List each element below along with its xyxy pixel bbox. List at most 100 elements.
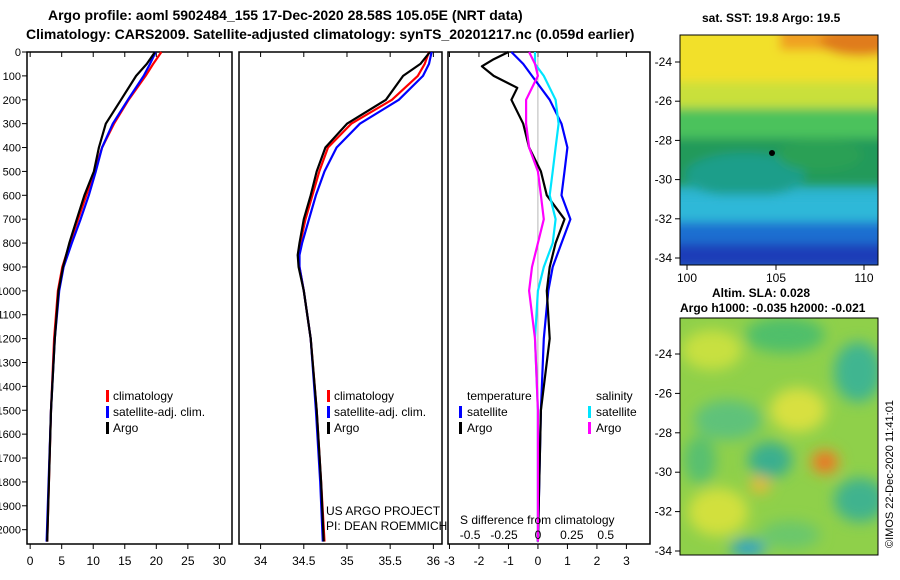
sla-y-tick-label: -28 bbox=[655, 426, 673, 440]
sst-title: sat. SST: 19.8 Argo: 19.5 bbox=[702, 11, 841, 25]
sst-y-tick-label: -30 bbox=[655, 173, 673, 187]
x-tick-label: 1 bbox=[564, 554, 571, 568]
salinity-panel-frame bbox=[238, 51, 443, 545]
sst-x-tick-label: 105 bbox=[766, 271, 786, 285]
x-tick-label: 35 bbox=[340, 554, 354, 568]
depth-tick-label: 1300 bbox=[0, 357, 21, 369]
pi-label: PI: DEAN ROEMMICH bbox=[326, 519, 447, 533]
series-line-salinity-satellite bbox=[533, 52, 560, 542]
x-tick-label: 36 bbox=[427, 554, 441, 568]
sst-axis-ticks: 100 105 110 -24 -26 -28 -30 -32 -34 bbox=[655, 55, 874, 285]
project-label: US ARGO PROJECT bbox=[326, 504, 441, 518]
x-tick-label: -3 bbox=[444, 554, 455, 568]
x-tick-label: 2 bbox=[594, 554, 601, 568]
legend-swatch-sal-satellite bbox=[588, 406, 591, 418]
sst-y-tick-label: -28 bbox=[655, 133, 673, 147]
depth-tick-label: 600 bbox=[3, 190, 21, 202]
sst-y-tick-label: -24 bbox=[655, 55, 673, 69]
depth-tick-label: 0 bbox=[15, 47, 21, 59]
legend-swatch-climatology bbox=[327, 390, 330, 402]
salinity-diff-tick-label: 0 bbox=[535, 528, 542, 542]
legend-climatology: climatology bbox=[113, 389, 173, 403]
x-tick-label: 10 bbox=[87, 554, 101, 568]
legend-swatch-argo bbox=[106, 422, 109, 434]
sla-y-tick-label: -26 bbox=[655, 386, 673, 400]
depth-tick-label: 100 bbox=[3, 71, 21, 83]
salinity-difference-ticks: -0.5 -0.25 0 0.25 0.5 bbox=[460, 528, 615, 542]
x-tick-label: -2 bbox=[474, 554, 485, 568]
x-tick-label: 5 bbox=[58, 554, 65, 568]
legend-argo: Argo bbox=[334, 421, 360, 435]
sla-y-tick-label: -30 bbox=[655, 465, 673, 479]
depth-tick-label: 1500 bbox=[0, 405, 21, 417]
sst-y-tick-label: -26 bbox=[655, 94, 673, 108]
x-tick-label: 20 bbox=[150, 554, 164, 568]
series-line-temperature-satellite bbox=[510, 51, 572, 542]
legend-swatch-sal-argo bbox=[588, 422, 591, 434]
depth-tick-label: 1200 bbox=[0, 334, 21, 346]
salinity-diff-tick-label: -0.25 bbox=[490, 528, 518, 542]
salinity-difference-label: S difference from climatology bbox=[460, 513, 615, 527]
argo-position-marker bbox=[769, 150, 775, 156]
difference-panel: -3 -2 -1 0 1 2 3 bbox=[444, 51, 630, 568]
legend-sal-argo: Argo bbox=[596, 421, 622, 435]
depth-tick-label: 1000 bbox=[0, 286, 21, 298]
sst-x-tick-label: 100 bbox=[677, 271, 697, 285]
imos-watermark: ©IMOS 22-Dec-2020 11:41:01 bbox=[884, 400, 896, 548]
series-line-climatology bbox=[297, 51, 431, 542]
series-line-salinity-argo bbox=[524, 51, 545, 542]
depth-tick-label: 1400 bbox=[0, 381, 21, 393]
depth-tick-label: 500 bbox=[3, 166, 21, 178]
legend-temp-satellite: satellite bbox=[467, 405, 508, 419]
temperature-legend: climatology satellite-adj. clim. Argo bbox=[106, 389, 205, 435]
salinity-diff-tick-label: 0.25 bbox=[560, 528, 584, 542]
series-line-argo bbox=[46, 51, 156, 542]
series-line-argo bbox=[296, 51, 431, 542]
sla-map bbox=[680, 318, 878, 555]
header-line2: Climatology: CARS2009. Satellite-adjuste… bbox=[26, 26, 634, 42]
depth-tick-label: 1900 bbox=[0, 501, 21, 513]
legend-title-temperature: temperature bbox=[467, 389, 532, 403]
legend-argo: Argo bbox=[113, 421, 139, 435]
depth-tick-label: 800 bbox=[3, 238, 21, 250]
sla-y-tick-label: -32 bbox=[655, 505, 673, 519]
legend-temp-argo: Argo bbox=[467, 421, 493, 435]
depth-axis: 0 100 200 300 400 500 600 700 800 900 1000 1100 1200… bbox=[0, 47, 27, 537]
depth-tick-label: 1700 bbox=[0, 453, 21, 465]
depth-tick-label: 400 bbox=[3, 143, 21, 155]
depth-tick-label: 200 bbox=[3, 95, 21, 107]
legend-swatch-satellite bbox=[327, 406, 330, 418]
x-tick-label: 0 bbox=[27, 554, 34, 568]
series-line-satellite-adj-clim- bbox=[45, 51, 157, 542]
series-line-temperature-argo bbox=[480, 51, 566, 542]
legend-title-salinity: salinity bbox=[596, 389, 633, 403]
header-line1: Argo profile: aoml 5902484_155 17-Dec-20… bbox=[48, 7, 523, 23]
sst-x-tick-label: 110 bbox=[854, 271, 873, 285]
depth-tick-label: 1800 bbox=[0, 477, 21, 489]
salinity-legend: climatology satellite-adj. clim. Argo bbox=[327, 389, 426, 435]
x-tick-label: 3 bbox=[623, 554, 630, 568]
depth-tick-label: 2000 bbox=[0, 525, 21, 537]
temperature-panel: 0 5 10 15 20 25 30 bbox=[27, 51, 227, 568]
x-tick-label: -1 bbox=[503, 554, 514, 568]
difference-legend: temperature salinity satellite Argo sate… bbox=[459, 389, 637, 435]
legend-climatology: climatology bbox=[334, 389, 394, 403]
sla-title: Altim. SLA: 0.028 bbox=[712, 286, 810, 300]
depth-tick-label: 900 bbox=[3, 262, 21, 274]
salinity-diff-tick-label: -0.5 bbox=[460, 528, 481, 542]
legend-swatch-temp-argo bbox=[459, 422, 462, 434]
salinity-panel: 34 34.5 35 35.5 36 bbox=[254, 51, 441, 568]
salinity-diff-tick-label: 0.5 bbox=[597, 528, 614, 542]
temperature-panel-frame bbox=[26, 51, 233, 545]
depth-tick-label: 1100 bbox=[0, 310, 21, 322]
x-tick-label: 0 bbox=[535, 554, 542, 568]
depth-tick-label: 300 bbox=[3, 119, 21, 131]
x-tick-label: 34 bbox=[254, 554, 268, 568]
x-tick-label: 30 bbox=[213, 554, 227, 568]
x-tick-label: 25 bbox=[181, 554, 195, 568]
x-tick-label: 34.5 bbox=[292, 554, 316, 568]
legend-swatch-argo bbox=[327, 422, 330, 434]
legend-swatch-temp-satellite bbox=[459, 406, 462, 418]
legend-satellite: satellite-adj. clim. bbox=[334, 405, 426, 419]
